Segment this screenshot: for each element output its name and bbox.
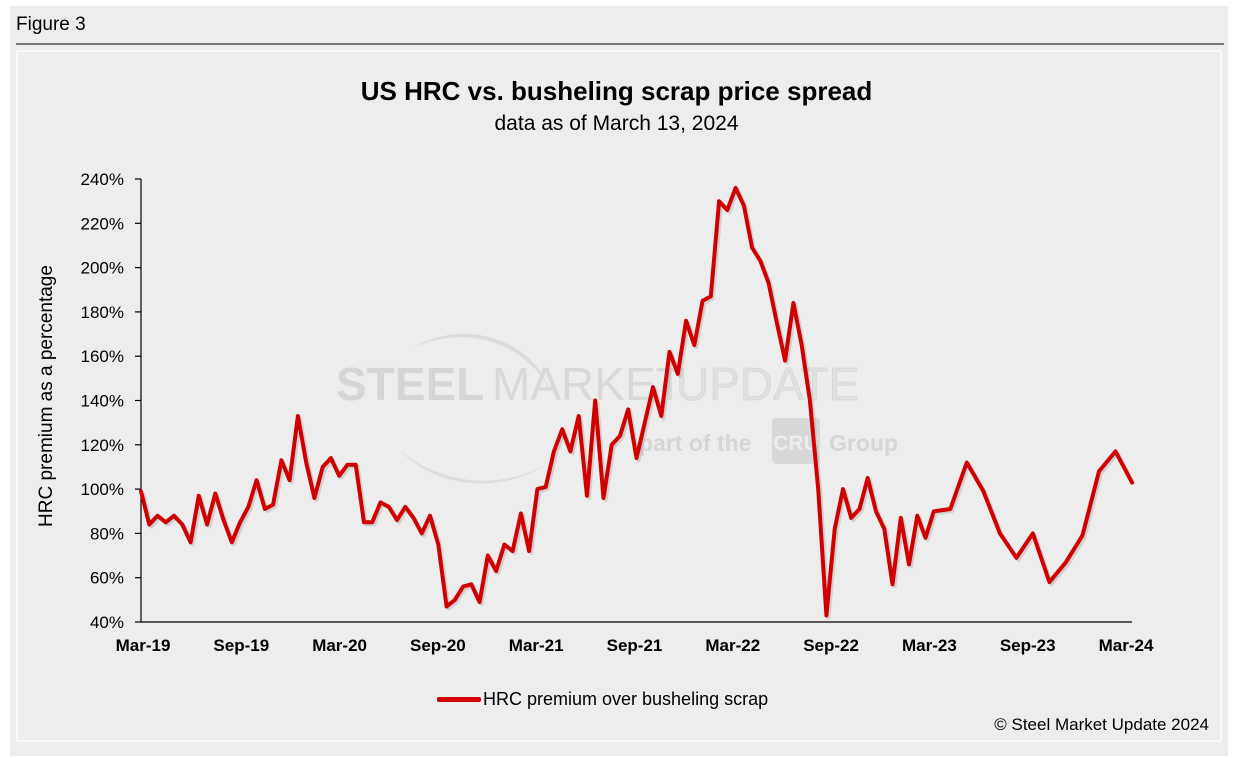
chart-subtitle: data as of March 13, 2024 [494, 112, 739, 135]
figure-label: Figure 3 [16, 14, 86, 35]
y-tick-label: 240% [81, 170, 124, 189]
series-line-hrc-premium [139, 185, 1134, 618]
y-tick-label: 220% [81, 214, 124, 233]
y-tick-label: 160% [81, 347, 124, 366]
watermark-text-cru: CRU [773, 432, 819, 455]
legend-label: HRC premium over busheling scrap [483, 689, 769, 709]
x-tick-label: Mar-19 [116, 636, 171, 655]
y-axis-label: HRC premium as a percentage [36, 265, 57, 527]
watermark-text-market: MARKET [492, 358, 684, 410]
chart-title: US HRC vs. busheling scrap price spread [360, 76, 873, 106]
y-tick-label: 80% [90, 524, 124, 543]
x-tick-label: Mar-22 [705, 636, 760, 655]
watermark-cru-badge [772, 418, 820, 464]
watermark-logo: STEEL MARKET UPDATE part of the CRU Grou… [336, 333, 898, 484]
watermark-text-group: Group [829, 430, 898, 456]
x-tick-label: Mar-20 [312, 636, 367, 655]
figure-divider [16, 43, 1224, 45]
watermark-swoosh-icon [410, 333, 550, 390]
legend: HRC premium over busheling scrap [437, 689, 768, 710]
y-tick-label: 200% [81, 259, 124, 278]
y-tick-label: 140% [81, 392, 124, 411]
chart-panel [16, 50, 1222, 742]
x-tick-label: Sep-19 [213, 636, 269, 655]
x-tick-label: Sep-20 [410, 636, 466, 655]
x-axis-ticks: Mar-19 Sep-19 Mar-20 Sep-20 Mar-21 Sep-21 Mar-… [116, 636, 1154, 655]
x-tick-label: Mar-21 [509, 636, 564, 655]
y-tick-label: 100% [81, 480, 124, 499]
y-tick-label: 40% [90, 613, 124, 632]
watermark-text-partof: part of the [639, 430, 751, 456]
y-tick-label: 180% [81, 303, 124, 322]
x-tick-label: Sep-22 [803, 636, 859, 655]
x-tick-label: Sep-21 [607, 636, 663, 655]
y-tick-label: 120% [81, 436, 124, 455]
watermark-text-steel: STEEL [336, 358, 484, 410]
y-axis-ticks: 40% 60% 80% 100% 120% 140% 160% 180% 200% 220% 240… [81, 170, 141, 632]
x-tick-label: Sep-23 [1000, 636, 1056, 655]
x-tick-label: Mar-23 [902, 636, 957, 655]
x-tick-label: Mar-24 [1099, 636, 1154, 655]
copyright: © Steel Market Update 2024 [994, 715, 1209, 734]
legend-swatch-icon [437, 697, 481, 702]
watermark-text-update: UPDATE [676, 358, 859, 410]
y-tick-label: 60% [90, 569, 124, 588]
